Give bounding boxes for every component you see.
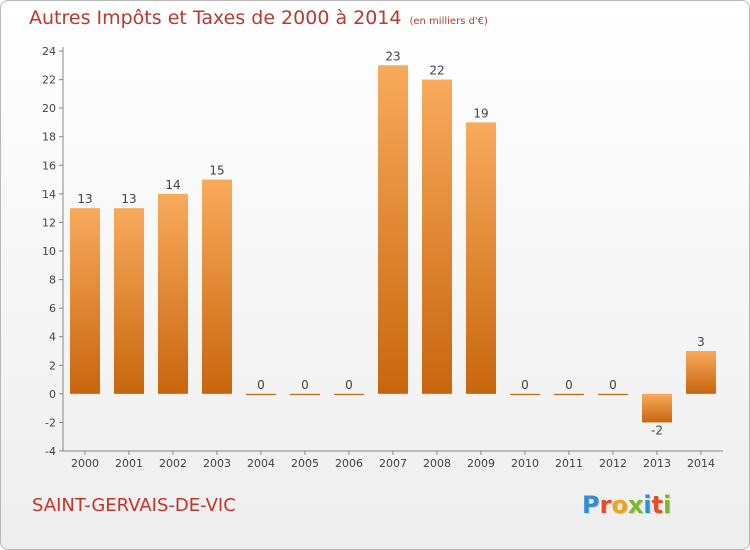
chart-unit: (en milliers d'€) [409, 16, 488, 27]
chart-title-text: Autres Impôts et Taxes de 2000 à 2014 [29, 7, 402, 29]
x-tick-label: 2011 [555, 457, 583, 470]
logo-letter: i [643, 491, 652, 519]
bar-2000 [70, 208, 100, 394]
bar-2014 [686, 351, 716, 394]
x-tick-label: 2009 [467, 457, 495, 470]
y-tick-label: 24 [42, 45, 56, 58]
y-tick-label: 20 [42, 102, 56, 115]
data-label: 22 [429, 64, 444, 78]
x-tick-label: 2004 [247, 457, 275, 470]
y-tick-label: 22 [42, 74, 56, 87]
y-tick-label: 0 [49, 388, 56, 401]
y-tick-label: 10 [42, 245, 56, 258]
x-tick-label: 2000 [71, 457, 99, 470]
bar-2012 [598, 393, 628, 396]
y-tick-label: 4 [49, 331, 56, 344]
data-label: 3 [697, 335, 705, 349]
x-tick-label: 2014 [687, 457, 715, 470]
x-tick-label: 2008 [423, 457, 451, 470]
y-tick-label: 14 [42, 188, 56, 201]
y-tick-label: 2 [49, 359, 56, 372]
data-label: 15 [209, 164, 224, 178]
x-tick-label: 2001 [115, 457, 143, 470]
y-tick-label: 6 [49, 302, 56, 315]
bar-2005 [290, 393, 320, 396]
bar-2002 [158, 193, 188, 394]
bar-2008 [422, 79, 452, 394]
bar-2011 [554, 393, 584, 396]
logo-letter: x [627, 491, 644, 519]
proxiti-logo: Proxiti [582, 491, 671, 519]
commune-name: SAINT-GERVAIS-DE-VIC [32, 495, 236, 516]
data-label: 13 [121, 192, 136, 206]
logo-letter: P [582, 491, 600, 519]
y-tick-label: 8 [49, 274, 56, 287]
data-label: 0 [521, 378, 529, 392]
x-tick-label: 2003 [203, 457, 231, 470]
x-tick-label: 2006 [335, 457, 363, 470]
data-label: 13 [77, 192, 92, 206]
y-tick-label: 12 [42, 216, 56, 229]
x-tick-label: 2007 [379, 457, 407, 470]
data-label: 0 [565, 378, 573, 392]
logo-letter: r [599, 491, 612, 519]
bar-2003 [202, 179, 232, 394]
x-tick-label: 2005 [291, 457, 319, 470]
x-tick-label: 2010 [511, 457, 539, 470]
bar-2013 [642, 393, 672, 423]
bar-2009 [466, 122, 496, 394]
chart-title: Autres Impôts et Taxes de 2000 à 2014 (en… [29, 7, 488, 29]
logo-letter: o [611, 491, 628, 519]
logo-letter: t [651, 491, 664, 519]
y-tick-label: -2 [45, 416, 56, 429]
data-label: 14 [165, 178, 180, 192]
y-tick-label: 18 [42, 131, 56, 144]
y-tick-label: 16 [42, 159, 56, 172]
data-label: 0 [609, 378, 617, 392]
bar-2006 [334, 393, 364, 396]
data-label: 0 [301, 378, 309, 392]
bar-2001 [114, 208, 144, 394]
data-label: -2 [651, 423, 663, 437]
logo-letter: i [663, 491, 672, 519]
bar-2004 [246, 393, 276, 396]
x-tick-label: 2013 [643, 457, 671, 470]
x-tick-label: 2012 [599, 457, 627, 470]
data-label: 19 [473, 106, 488, 120]
bar-2010 [510, 393, 540, 396]
data-label: 0 [345, 378, 353, 392]
bar-2007 [378, 65, 408, 394]
data-label: 23 [385, 49, 400, 63]
data-label: 0 [257, 378, 265, 392]
y-tick-label: -4 [45, 445, 56, 458]
x-tick-label: 2002 [159, 457, 187, 470]
